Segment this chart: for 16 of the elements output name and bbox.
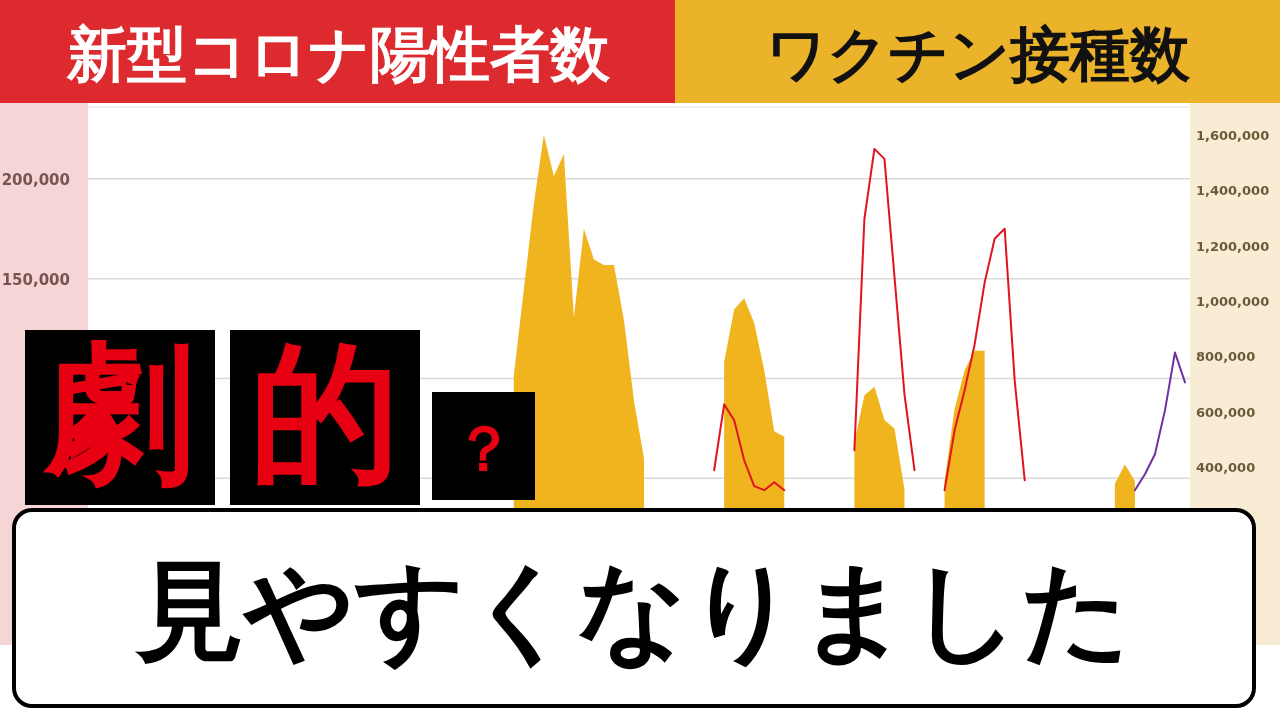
annotation: 劇 — [42, 326, 195, 500]
line-series — [1133, 351, 1186, 492]
annotation: 的 — [250, 326, 400, 500]
y2-tick-label: 600,000 — [1196, 404, 1256, 420]
annotation: 見やすくなりました — [134, 548, 1132, 673]
y2-tick-label: 1,600,000 — [1196, 127, 1270, 143]
y-tick-label: 200,000 — [1, 170, 70, 189]
y-axis-title: 新型コロナ陽性者数 — [65, 19, 611, 89]
y2-axis-title: ワクチン接種数 — [766, 19, 1191, 89]
y2-tick-label: 400,000 — [1196, 460, 1256, 476]
annotation: ？ — [452, 412, 515, 485]
y2-tick-label: 1,400,000 — [1196, 183, 1270, 199]
y2-tick-label: 1,200,000 — [1196, 238, 1270, 254]
y2-tick-label: 1,000,000 — [1196, 293, 1270, 309]
y2-tick-label: 800,000 — [1196, 349, 1256, 365]
y-tick-label: 150,000 — [1, 270, 70, 289]
